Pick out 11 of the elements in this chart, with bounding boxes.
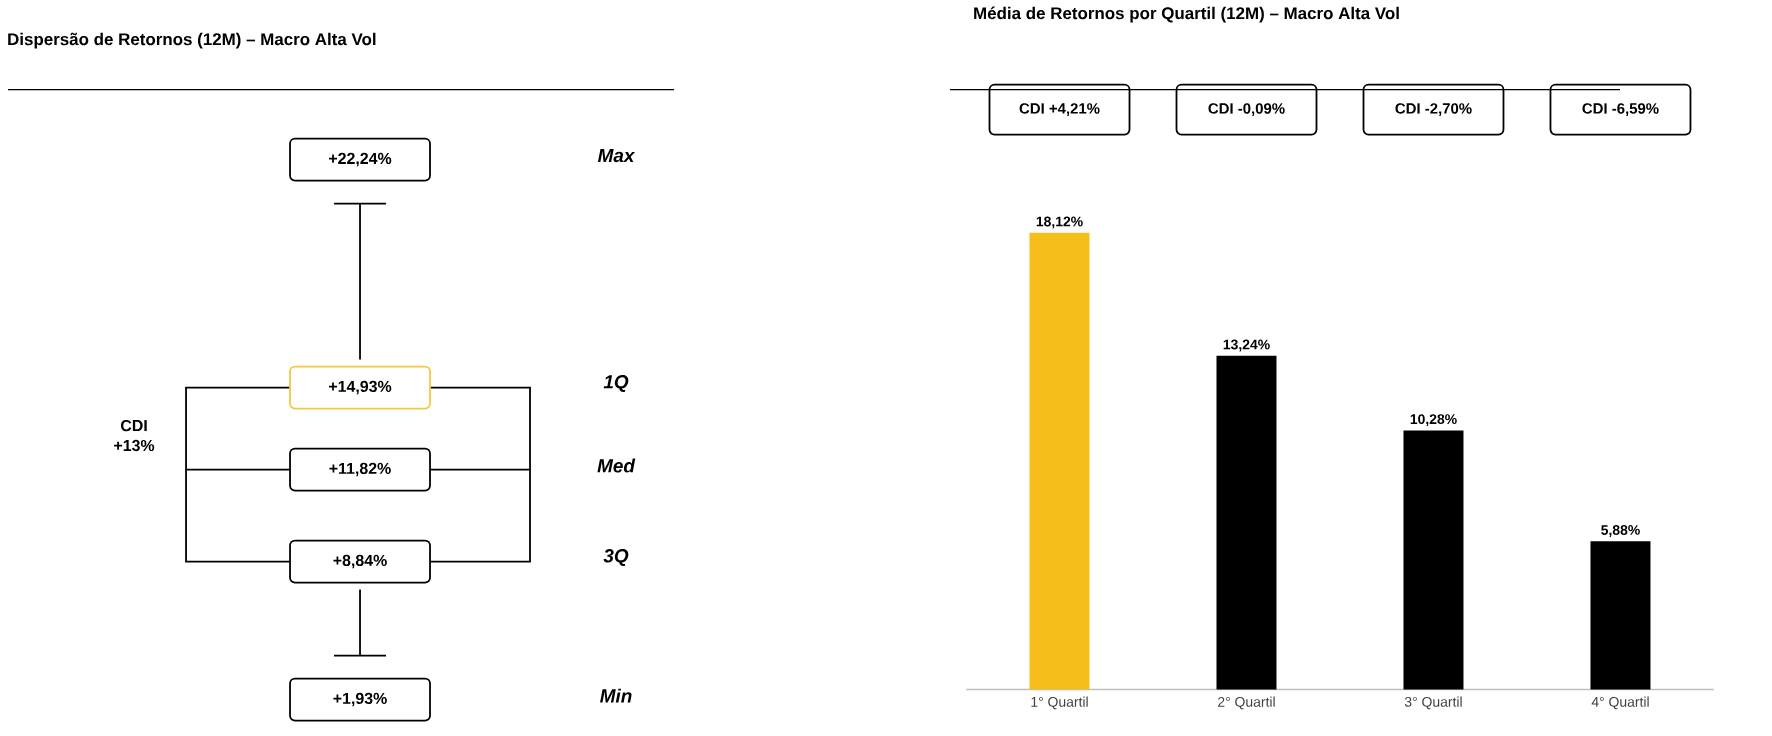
text: Min: [600, 688, 632, 703]
chart-title: Média de Retornos por Quartil (12M) – Macro Alta Vol: [974, 6, 1399, 23]
text: Max: [597, 149, 636, 163]
text: Med: [597, 458, 636, 473]
text: 1Q: [603, 375, 629, 393]
bar: [1403, 430, 1464, 690]
text: 3Q: [603, 549, 629, 567]
text: Dispersão de Retornos (12M) – Macro Alta Vol: [8, 32, 376, 49]
bar: [1216, 356, 1277, 690]
bar: [1029, 233, 1090, 690]
bar: [1590, 541, 1651, 690]
